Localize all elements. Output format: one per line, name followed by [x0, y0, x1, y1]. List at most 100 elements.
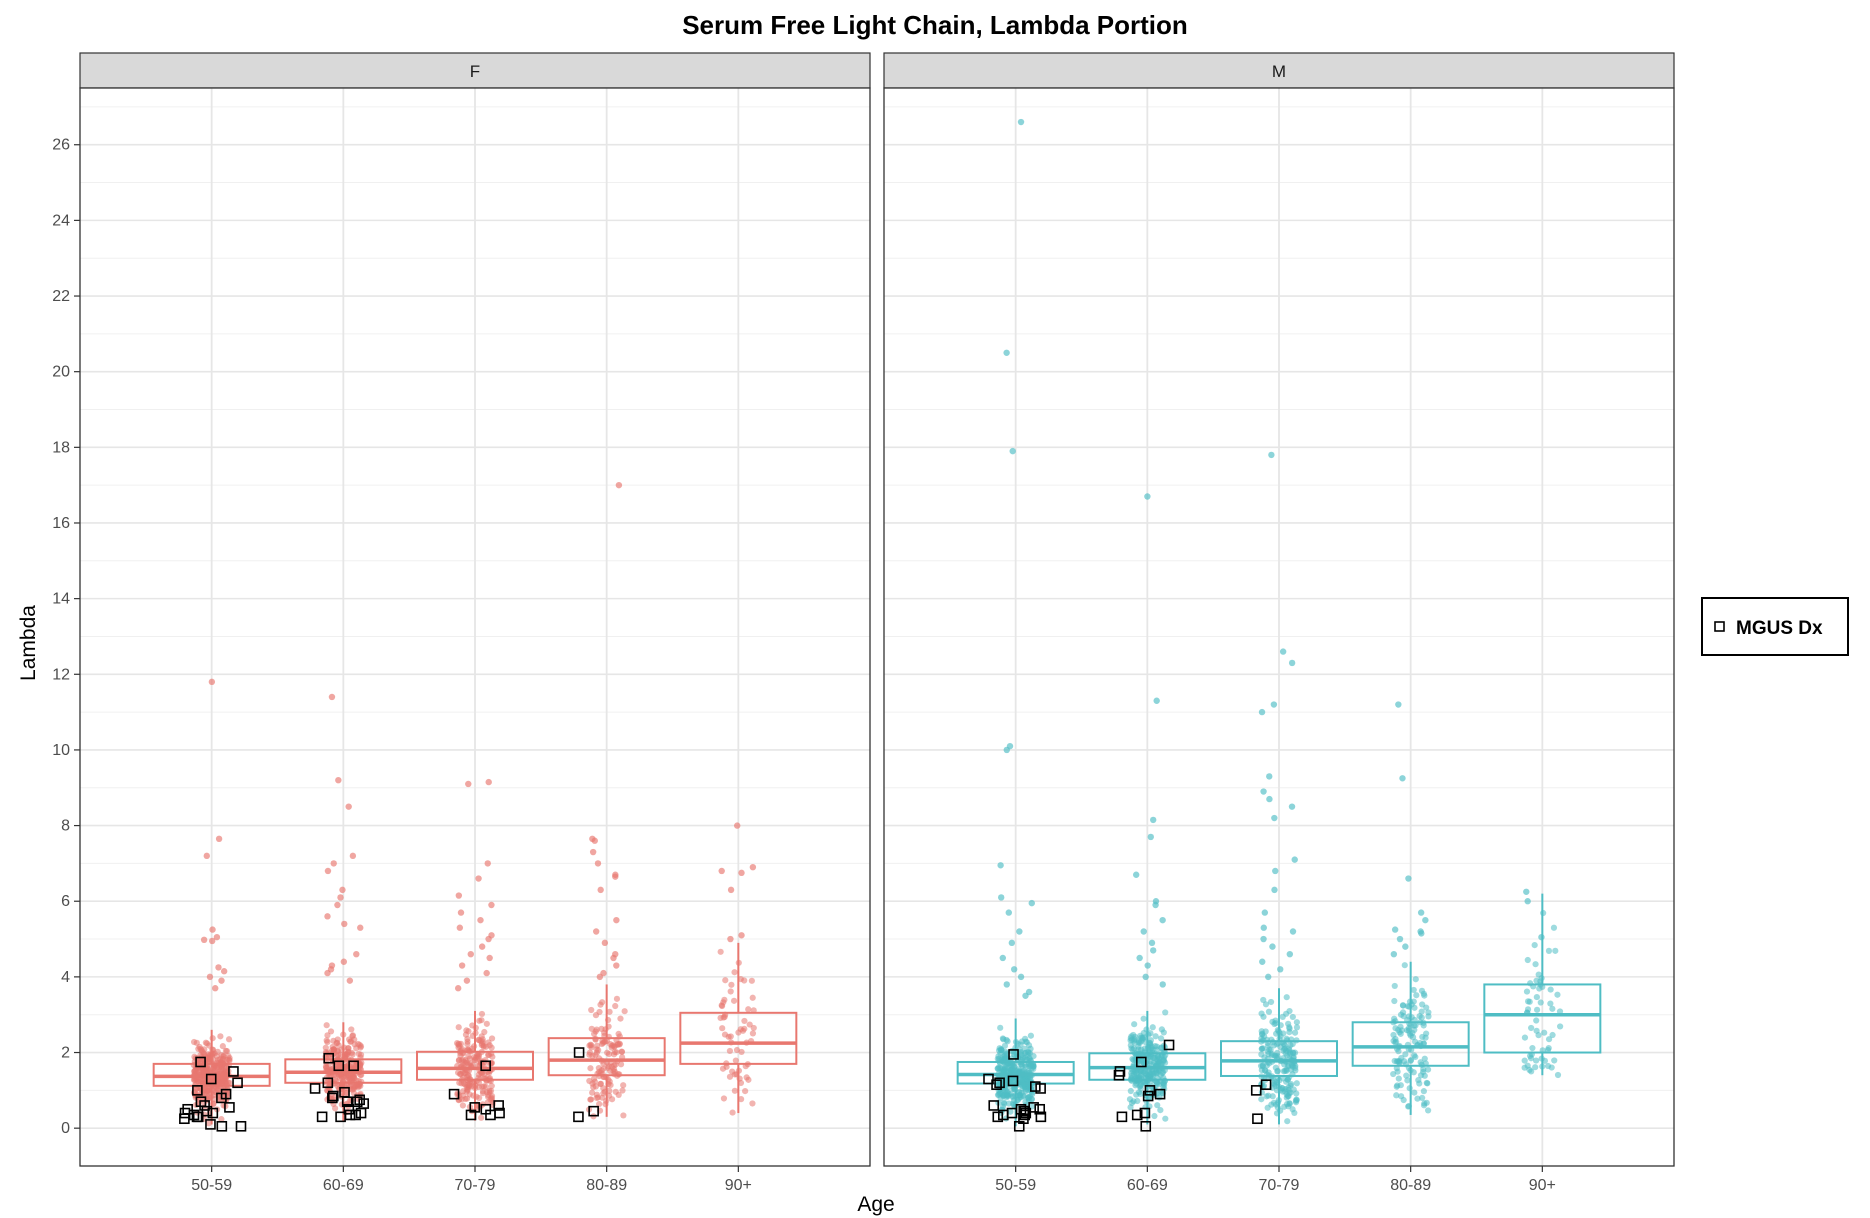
- data-point: [1284, 1118, 1291, 1125]
- data-point: [1007, 1061, 1014, 1068]
- data-point: [1420, 1088, 1427, 1095]
- data-point: [469, 1022, 476, 1029]
- data-point: [334, 1053, 341, 1060]
- outlier-point: [591, 837, 598, 844]
- data-point: [1264, 1048, 1271, 1055]
- data-point: [1420, 1022, 1427, 1029]
- mgus-marker: [1139, 1107, 1151, 1119]
- data-point: [1138, 1046, 1145, 1053]
- data-point: [1145, 1054, 1152, 1061]
- data-point: [1523, 988, 1531, 995]
- data-point: [1289, 1040, 1296, 1048]
- data-point: [226, 1079, 233, 1086]
- data-point: [1531, 942, 1538, 949]
- data-point: [1147, 1030, 1154, 1037]
- data-point: [463, 1088, 470, 1095]
- data-point: [1027, 1032, 1035, 1039]
- mgus-marker: [1020, 1107, 1032, 1119]
- data-point: [994, 1091, 1002, 1099]
- mgus-marker: [480, 1060, 491, 1072]
- data-point: [1293, 1090, 1300, 1097]
- data-point: [345, 1045, 352, 1052]
- data-point: [1293, 1024, 1301, 1031]
- data-point: [1416, 1080, 1423, 1087]
- mgus-marker: [994, 1077, 1005, 1089]
- outlier-point: [488, 901, 495, 909]
- data-point: [1157, 1107, 1164, 1114]
- data-point: [329, 1047, 336, 1054]
- data-point: [588, 1025, 595, 1032]
- y-tick-label: 8: [61, 818, 70, 835]
- outlier-point: [218, 977, 225, 984]
- mgus-marker: [1135, 1056, 1147, 1068]
- data-point: [1405, 1025, 1413, 1032]
- data-point: [1282, 1050, 1289, 1057]
- data-point: [599, 1037, 606, 1045]
- mgus-marker: [333, 1060, 345, 1072]
- data-point: [1392, 1018, 1399, 1025]
- x-tick-label: 50-59: [191, 1177, 232, 1194]
- data-point: [1400, 1096, 1407, 1104]
- data-point: [1293, 1080, 1300, 1087]
- data-point: [1162, 1115, 1169, 1122]
- data-point: [1535, 971, 1542, 978]
- outlier-point: [456, 924, 464, 931]
- mgus-marker: [195, 1056, 206, 1068]
- data-point: [1130, 1098, 1137, 1105]
- data-point: [592, 1083, 599, 1090]
- outlier-point: [597, 886, 604, 894]
- panels: F 50-59 60-69 70-79 80-89 90+ M 50-59 60-69 70-79…: [52, 52, 1675, 1194]
- outlier-point: [478, 943, 486, 950]
- data-point: [994, 1065, 1001, 1072]
- outlier-point: [1260, 935, 1267, 943]
- data-point: [488, 1082, 495, 1090]
- data-point: [726, 1047, 734, 1055]
- outlier-point: [1260, 788, 1267, 795]
- box: [1220, 1040, 1338, 1077]
- data-point: [750, 1024, 757, 1032]
- data-point: [1155, 1058, 1162, 1065]
- data-point: [1289, 1106, 1296, 1113]
- data-point: [723, 1063, 730, 1070]
- outlier-point: [1005, 909, 1012, 916]
- data-point: [620, 1082, 627, 1089]
- data-point: [327, 1028, 335, 1035]
- data-point: [1011, 1086, 1018, 1093]
- data-point: [1532, 961, 1539, 968]
- outlier-point: [1132, 871, 1140, 878]
- x-tick-label: 90+: [1529, 1177, 1556, 1194]
- data-point: [1395, 1026, 1402, 1034]
- outlier-point: [1016, 928, 1023, 935]
- outlier-point: [1144, 962, 1151, 969]
- data-point: [718, 1002, 725, 1009]
- outlier-point: [1159, 916, 1166, 924]
- data-point: [465, 1028, 472, 1035]
- outlier-point: [215, 964, 222, 971]
- outlier-point: [1268, 451, 1275, 459]
- data-point: [1283, 994, 1290, 1001]
- data-point: [1401, 962, 1408, 969]
- mgus-marker: [1252, 1113, 1263, 1125]
- data-point: [1404, 1077, 1411, 1084]
- outlier-point: [613, 916, 620, 924]
- data-point: [1557, 1023, 1564, 1030]
- data-point: [1552, 947, 1559, 954]
- data-point: [347, 1038, 354, 1045]
- data-point: [1293, 1019, 1301, 1026]
- data-point: [1286, 1029, 1293, 1036]
- data-point: [1285, 1020, 1292, 1027]
- data-point: [732, 1057, 739, 1064]
- y-tick-label: 24: [52, 212, 70, 229]
- outlier-point: [596, 973, 604, 981]
- data-point: [1140, 1034, 1148, 1041]
- data-point: [600, 1065, 607, 1072]
- outlier-point: [1149, 816, 1157, 824]
- data-point: [479, 1083, 486, 1090]
- x-axis-title: Age: [857, 1193, 894, 1216]
- data-point: [1154, 1102, 1161, 1109]
- outlier-point: [1017, 118, 1025, 126]
- outlier-point: [330, 860, 337, 867]
- panel-f: F 50-59 60-69 70-79 80-89 90+: [79, 52, 871, 1194]
- outlier-point: [324, 969, 331, 977]
